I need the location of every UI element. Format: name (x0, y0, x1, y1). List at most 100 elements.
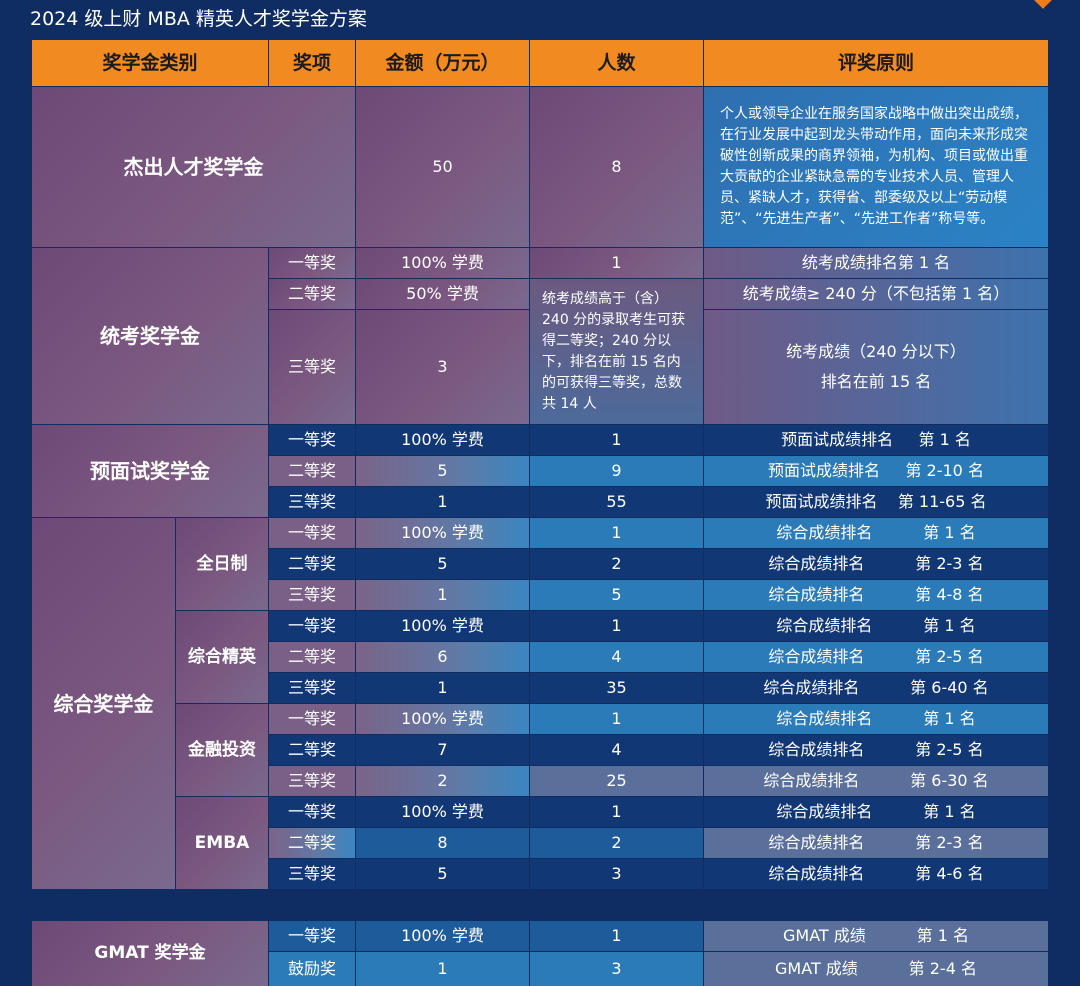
criteria-text: 统考成绩≥ 240 分（不包括第 1 名） (704, 279, 1048, 309)
count-value: 55 (530, 487, 703, 517)
count-value: 1 (530, 921, 703, 951)
header-amount: 金额（万元） (356, 40, 529, 86)
count-value: 4 (530, 735, 703, 765)
count-value: 2 (530, 549, 703, 579)
amount-value: 50% 学费 (356, 279, 529, 309)
group-finance: 金融投资 (176, 704, 268, 796)
count-value: 9 (530, 456, 703, 486)
criteria-text: 统考成绩（240 分以下） 排名在前 15 名 (704, 310, 1048, 424)
count-value: 5 (530, 580, 703, 610)
award-label: 一等奖 (269, 611, 355, 641)
amount-value: 1 (356, 952, 529, 986)
count-value: 3 (530, 952, 703, 986)
criteria-text: 综合成绩排名 第 1 名 (704, 797, 1048, 827)
corner-marker (1033, 0, 1053, 9)
amount-value: 100% 学费 (356, 248, 529, 278)
group-elite: 综合精英 (176, 611, 268, 703)
amount-value: 100% 学费 (356, 797, 529, 827)
amount-value: 100% 学费 (356, 611, 529, 641)
amount-value: 7 (356, 735, 529, 765)
count-value: 25 (530, 766, 703, 796)
category-unified: 统考奖学金 (32, 248, 268, 424)
count-value: 1 (530, 518, 703, 548)
criteria-text: 综合成绩排名 第 4-6 名 (704, 859, 1048, 889)
award-label: 一等奖 (269, 248, 355, 278)
criteria-text: 综合成绩排名 第 2-5 名 (704, 642, 1048, 672)
criteria-text: 综合成绩排名 第 2-3 名 (704, 828, 1048, 858)
outstanding-amount: 50 (356, 87, 529, 247)
criteria-text: 综合成绩排名 第 6-40 名 (704, 673, 1048, 703)
award-label: 二等奖 (269, 828, 355, 858)
criteria-text: 综合成绩排名 第 6-30 名 (704, 766, 1048, 796)
award-label: 二等奖 (269, 735, 355, 765)
header-award: 奖项 (269, 40, 355, 86)
amount-value: 100% 学费 (356, 518, 529, 548)
award-label: 二等奖 (269, 642, 355, 672)
count-value: 1 (530, 425, 703, 455)
unified-shared-count: 统考成绩高于（含）240 分的录取考生可获得二等奖；240 分以下，排名在前 1… (530, 279, 703, 424)
amount-value: 1 (356, 580, 529, 610)
award-label: 二等奖 (269, 549, 355, 579)
amount-value: 5 (356, 456, 529, 486)
amount-value: 100% 学费 (356, 921, 529, 951)
award-label: 三等奖 (269, 766, 355, 796)
amount-value: 2 (356, 766, 529, 796)
count-value: 4 (530, 642, 703, 672)
count-value: 1 (530, 797, 703, 827)
criteria-text: 综合成绩排名 第 2-3 名 (704, 549, 1048, 579)
criteria-text: 综合成绩排名 第 1 名 (704, 704, 1048, 734)
count-value: 1 (530, 248, 703, 278)
category-comprehensive: 综合奖学金 (32, 518, 175, 889)
award-label: 一等奖 (269, 797, 355, 827)
award-label: 三等奖 (269, 310, 355, 424)
amount-value: 8 (356, 828, 529, 858)
amount-value: 3 (356, 310, 529, 424)
header-criteria: 评奖原则 (704, 40, 1048, 86)
criteria-text: GMAT 成绩 第 1 名 (704, 921, 1048, 951)
header-count: 人数 (530, 40, 703, 86)
criteria-text: 综合成绩排名 第 1 名 (704, 611, 1048, 641)
outstanding-criteria: 个人或领导企业在服务国家战略中做出突出成绩，在行业发展中起到龙头带动作用，面向未… (704, 87, 1048, 247)
criteria-text: 预面试成绩排名 第 11-65 名 (704, 487, 1048, 517)
criteria-text: 统考成绩排名第 1 名 (704, 248, 1048, 278)
count-value: 35 (530, 673, 703, 703)
award-label: 一等奖 (269, 704, 355, 734)
award-label: 一等奖 (269, 921, 355, 951)
criteria-text: GMAT 成绩 第 2-4 名 (704, 952, 1048, 986)
category-gmat: GMAT 奖学金 (32, 921, 268, 986)
award-label: 三等奖 (269, 487, 355, 517)
amount-value: 100% 学费 (356, 704, 529, 734)
award-label: 三等奖 (269, 580, 355, 610)
amount-value: 5 (356, 549, 529, 579)
group-emba: EMBA (176, 797, 268, 889)
category-interview: 预面试奖学金 (32, 425, 268, 517)
page-title: 2024 级上财 MBA 精英人才奖学金方案 (30, 8, 367, 30)
section-divider (32, 890, 1048, 920)
scholarship-table: 奖学金类别 奖项 金额（万元） 人数 评奖原则 杰出人才奖学金 50 8 个人或… (32, 40, 1052, 986)
amount-value: 1 (356, 487, 529, 517)
count-value: 1 (530, 611, 703, 641)
criteria-text: 综合成绩排名 第 2-5 名 (704, 735, 1048, 765)
award-label: 二等奖 (269, 456, 355, 486)
criteria-text: 综合成绩排名 第 1 名 (704, 518, 1048, 548)
count-value: 1 (530, 704, 703, 734)
amount-value: 1 (356, 673, 529, 703)
header-category: 奖学金类别 (32, 40, 268, 86)
award-label: 鼓励奖 (269, 952, 355, 986)
amount-value: 6 (356, 642, 529, 672)
award-label: 一等奖 (269, 425, 355, 455)
amount-value: 5 (356, 859, 529, 889)
amount-value: 100% 学费 (356, 425, 529, 455)
count-value: 3 (530, 859, 703, 889)
award-label: 三等奖 (269, 673, 355, 703)
criteria-text: 预面试成绩排名 第 2-10 名 (704, 456, 1048, 486)
award-label: 二等奖 (269, 279, 355, 309)
award-label: 一等奖 (269, 518, 355, 548)
category-outstanding: 杰出人才奖学金 (32, 87, 355, 247)
criteria-text: 预面试成绩排名 第 1 名 (704, 425, 1048, 455)
outstanding-count: 8 (530, 87, 703, 247)
criteria-text: 综合成绩排名 第 4-8 名 (704, 580, 1048, 610)
count-value: 2 (530, 828, 703, 858)
group-fulltime: 全日制 (176, 518, 268, 610)
award-label: 三等奖 (269, 859, 355, 889)
